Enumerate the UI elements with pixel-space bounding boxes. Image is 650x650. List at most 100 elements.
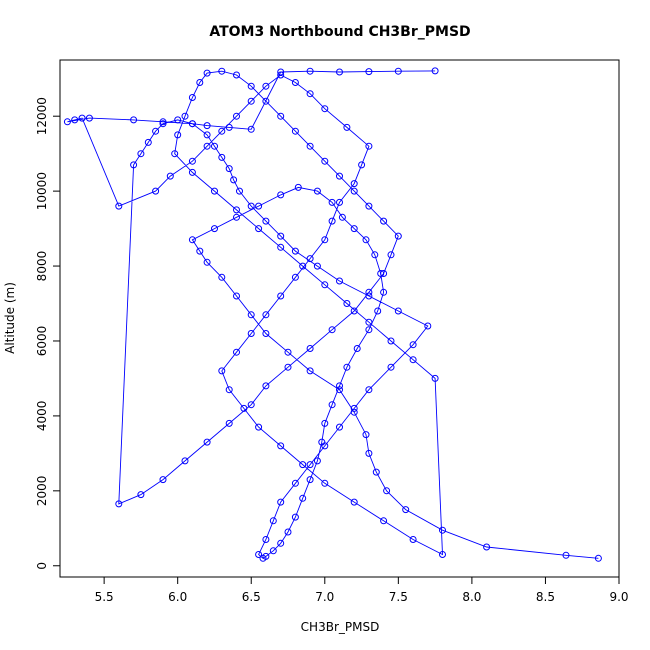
data-point — [236, 187, 243, 195]
data-point — [225, 419, 233, 427]
data-point — [594, 554, 602, 562]
data-point — [188, 94, 196, 101]
data-point — [233, 112, 240, 120]
data-point — [380, 270, 388, 277]
data-point — [85, 114, 93, 122]
data-point — [306, 90, 314, 98]
data-point — [358, 161, 366, 169]
data-point — [380, 288, 388, 296]
data-point — [71, 116, 79, 124]
data-point — [262, 382, 270, 390]
data-point — [439, 526, 446, 534]
data-point — [306, 476, 314, 484]
data-point — [188, 168, 196, 176]
x-tick-label: 7.0 — [315, 590, 334, 604]
data-point — [409, 356, 417, 364]
data-point — [328, 401, 336, 409]
data-point — [409, 536, 417, 543]
data-point — [277, 539, 285, 547]
data-point — [294, 183, 302, 191]
data-point — [328, 326, 336, 334]
data-point — [377, 270, 385, 277]
data-point — [343, 300, 351, 307]
data-point — [277, 71, 285, 79]
data-point — [247, 82, 255, 90]
data-point — [277, 191, 285, 199]
data-point — [362, 431, 370, 439]
data-point — [353, 345, 361, 352]
data-point — [439, 551, 446, 558]
data-point — [211, 187, 218, 195]
data-point — [78, 114, 86, 122]
data-point — [233, 206, 240, 214]
data-point — [338, 213, 346, 221]
data-point — [321, 236, 329, 244]
data-point — [284, 348, 292, 356]
data-point — [365, 142, 373, 150]
y-tick-label: 6000 — [35, 326, 49, 357]
data-point — [115, 202, 123, 210]
data-point — [313, 262, 321, 270]
y-axis: 0 2000 4000 6000 8000 10000 12000 — [35, 97, 61, 570]
data-point — [321, 479, 329, 487]
data-point — [483, 543, 491, 551]
data-point — [166, 172, 174, 180]
data-point — [130, 161, 138, 169]
data-point — [247, 311, 255, 319]
data-point — [262, 217, 270, 225]
data-point — [336, 386, 343, 394]
data-point — [277, 292, 285, 300]
data-point — [218, 67, 226, 75]
data-point — [159, 476, 167, 484]
data-point — [313, 457, 321, 465]
data-point — [233, 292, 240, 300]
data-point — [306, 67, 314, 75]
x-axis-label: CH3Br_PMSD — [301, 620, 380, 634]
data-point — [284, 363, 292, 371]
data-point — [277, 442, 285, 450]
data-point — [387, 251, 395, 259]
data-point — [218, 273, 226, 281]
data-point — [174, 116, 182, 124]
data-point — [328, 217, 336, 225]
y-tick-label: 2000 — [35, 476, 49, 507]
data-point — [218, 127, 226, 135]
data-point — [188, 120, 196, 128]
data-point — [277, 498, 285, 506]
data-point — [152, 127, 160, 135]
data-point — [299, 461, 307, 469]
data-point — [196, 247, 204, 255]
data-point — [174, 131, 182, 139]
data-point — [171, 150, 179, 158]
data-point — [371, 251, 379, 259]
x-tick-label: 9.0 — [609, 590, 628, 604]
data-point — [277, 243, 285, 251]
data-point — [365, 68, 373, 76]
data-point — [321, 157, 329, 165]
data-point — [362, 236, 370, 244]
x-tick-label: 6.5 — [242, 590, 261, 604]
data-point — [211, 142, 218, 150]
data-point — [394, 307, 402, 315]
data-point — [562, 551, 570, 559]
data-point — [299, 494, 307, 502]
data-point — [387, 337, 395, 345]
data-point — [247, 97, 255, 105]
data-point — [181, 112, 189, 120]
chart-title: ATOM3 Northbound CH3Br_PMSD — [209, 24, 470, 40]
data-point — [350, 225, 358, 233]
x-axis: 5.5 6.0 6.5 7.0 7.5 8.0 8.5 9.0 — [95, 576, 629, 604]
data-point — [336, 423, 343, 431]
x-tick-label: 7.5 — [389, 590, 408, 604]
data-point — [255, 225, 263, 233]
data-point — [350, 404, 358, 412]
data-point — [262, 311, 270, 319]
data-point — [365, 449, 373, 457]
data-point — [203, 69, 211, 77]
data-point — [306, 142, 314, 150]
data-point — [240, 404, 248, 412]
data-point — [350, 408, 358, 416]
data-point — [203, 438, 211, 446]
data-point — [372, 468, 380, 476]
